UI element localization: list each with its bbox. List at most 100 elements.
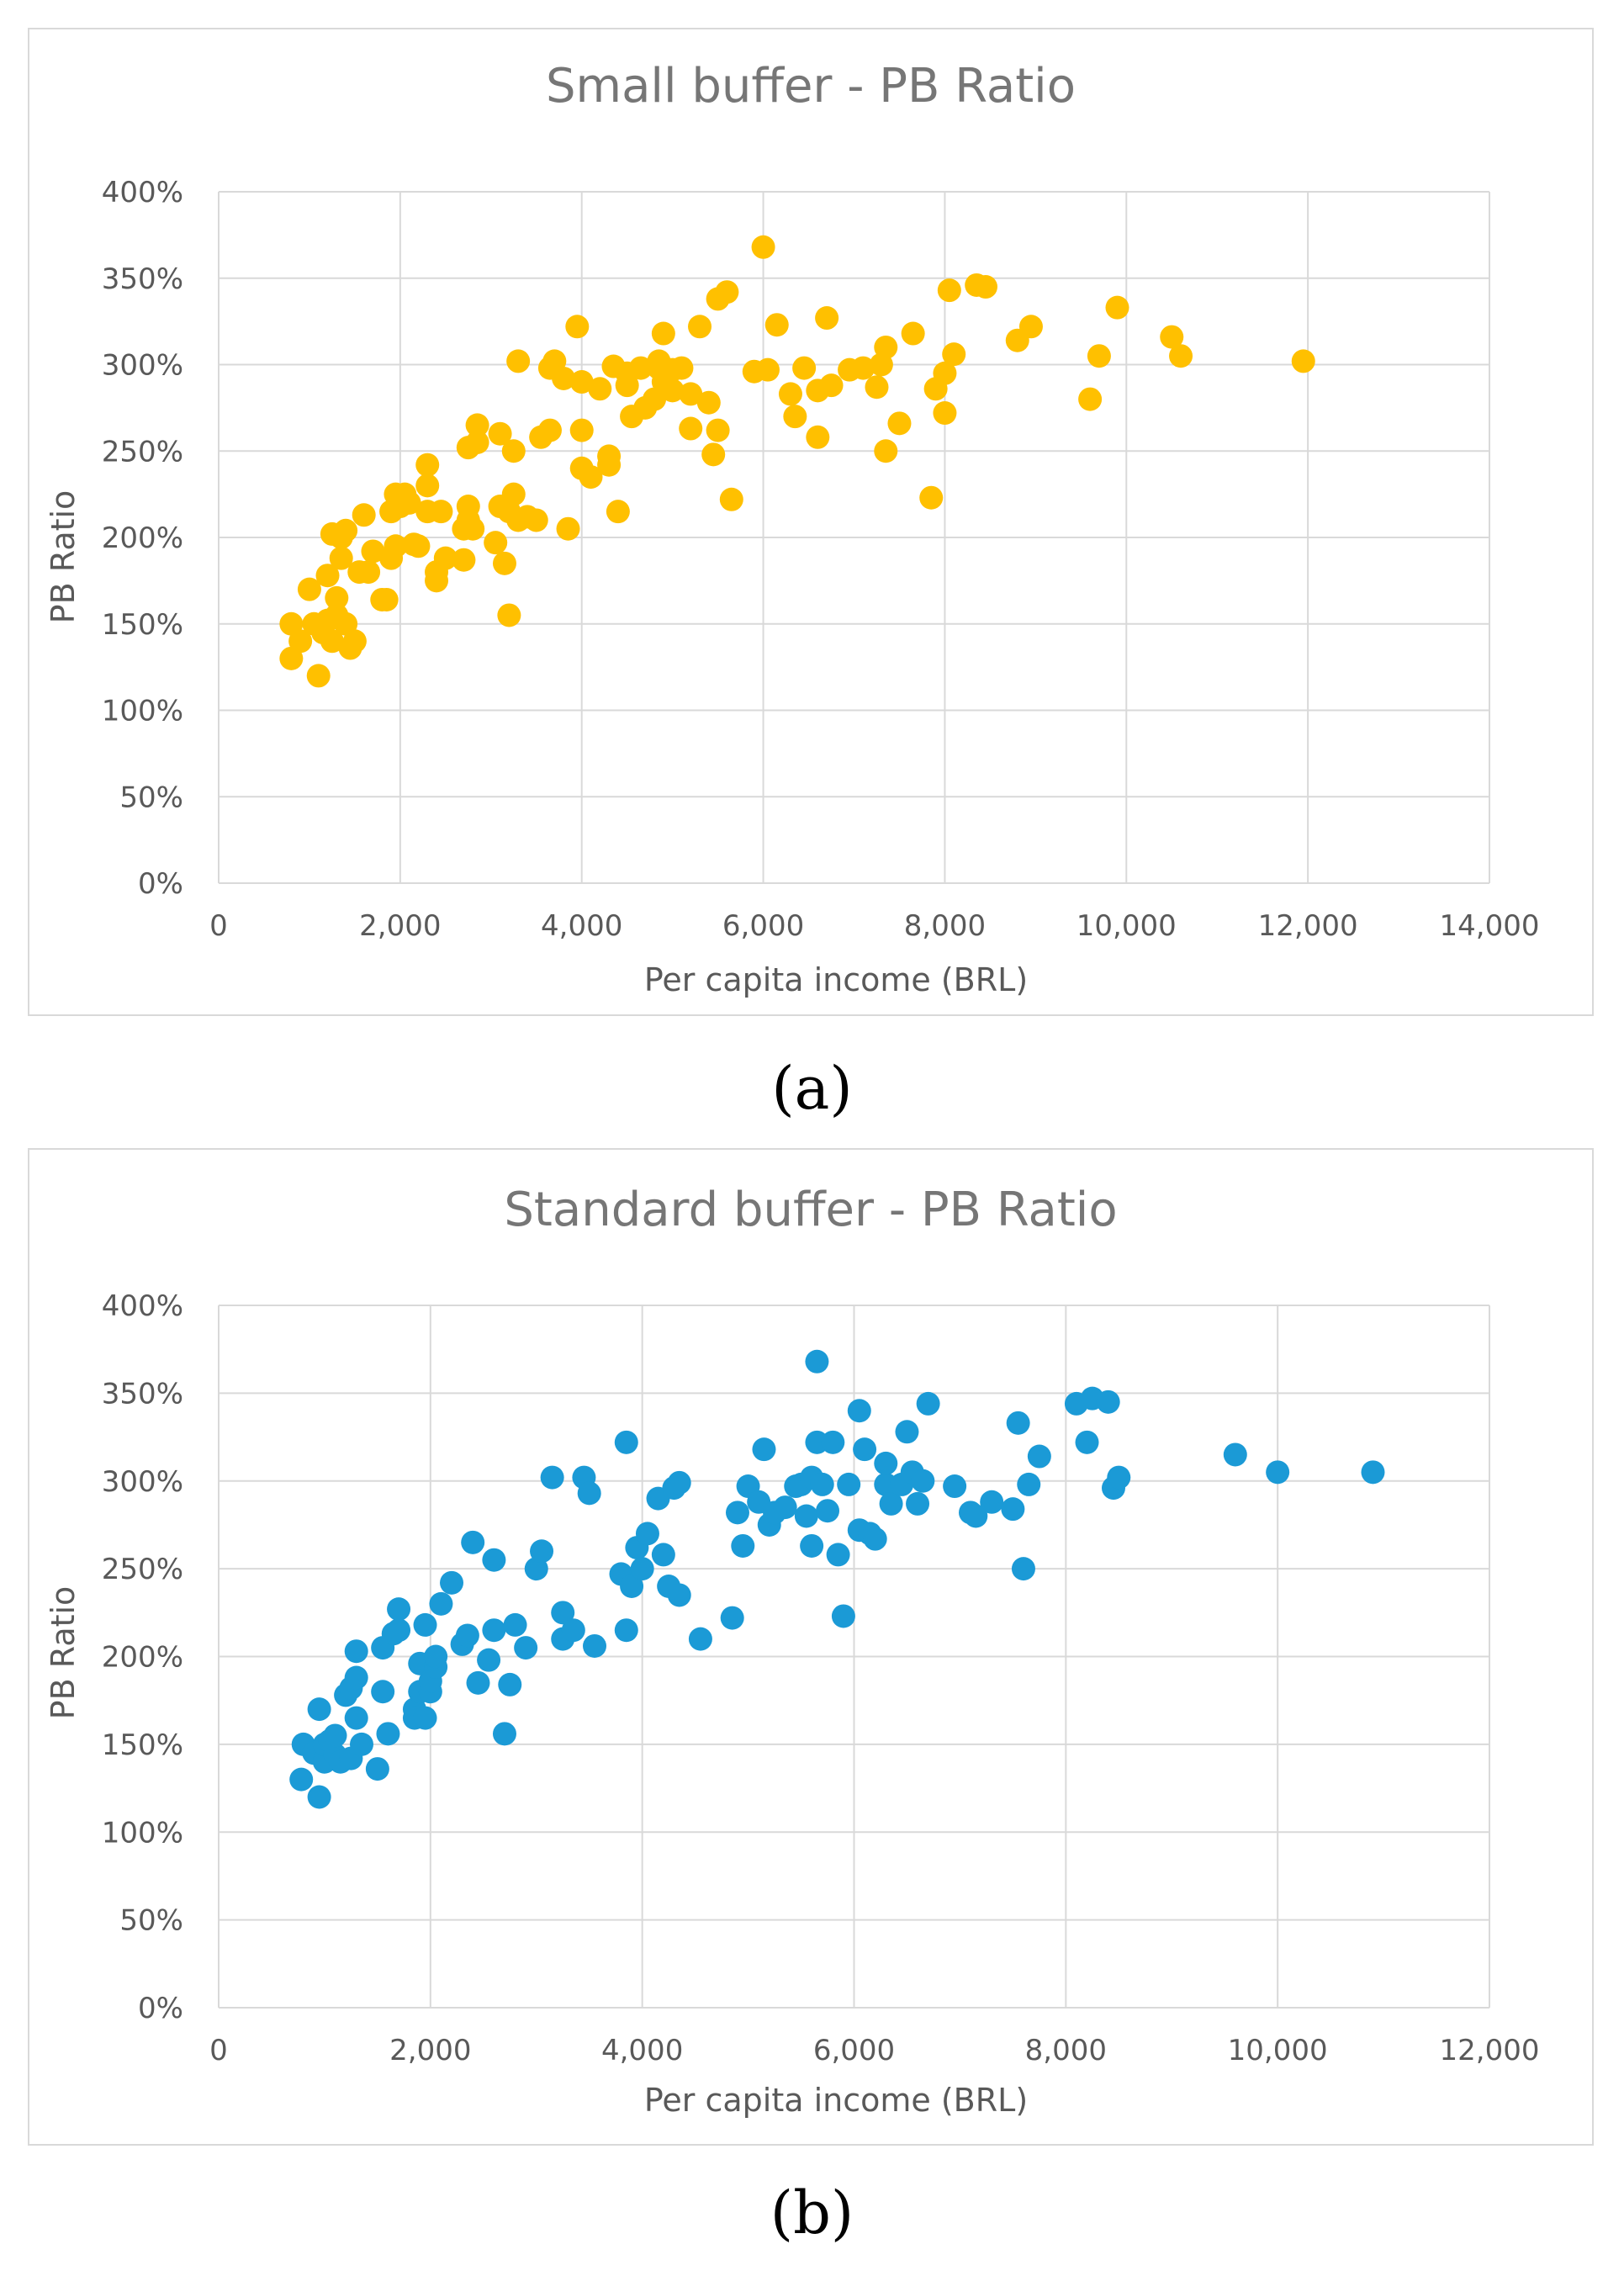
data-point <box>895 1420 919 1444</box>
data-point <box>1105 295 1129 320</box>
data-point <box>973 275 997 299</box>
data-point <box>815 306 839 331</box>
data-point <box>667 1470 691 1495</box>
data-point <box>387 1618 411 1643</box>
data-point <box>826 1543 850 1567</box>
y-tick-label: 400% <box>102 1289 183 1323</box>
data-point <box>352 503 376 527</box>
data-point <box>429 500 453 524</box>
data-point <box>279 646 304 670</box>
data-point <box>297 577 321 601</box>
data-point <box>376 1722 400 1746</box>
data-point <box>1087 344 1111 368</box>
data-point <box>371 1680 395 1704</box>
data-point <box>501 439 526 463</box>
data-point <box>455 1623 479 1648</box>
data-point <box>1266 1460 1290 1485</box>
x-tick-labels: 0 2,000 4,000 6,000 8,000 10,000 12,000 14,000 <box>209 909 1539 943</box>
data-point <box>837 1472 861 1496</box>
data-point <box>365 1757 389 1781</box>
data-point <box>1169 344 1193 368</box>
x-tick-label: 12,000 <box>1258 909 1358 943</box>
data-point <box>679 382 703 406</box>
data-point <box>456 495 480 519</box>
data-point <box>1018 315 1043 339</box>
data-point <box>597 444 622 468</box>
chart-panel-a: Small buffer - PB Ratio 0% 50% 100% 150% 200… <box>28 28 1594 1016</box>
data-point <box>879 1491 903 1516</box>
data-point <box>847 1399 871 1423</box>
y-tick-label: 100% <box>102 695 183 728</box>
data-point <box>503 1612 527 1637</box>
data-point <box>488 421 512 446</box>
data-point <box>465 430 489 454</box>
data-point <box>1361 1460 1385 1485</box>
scatter-chart-a: Small buffer - PB Ratio 0% 50% 100% 150% 200… <box>45 59 1539 998</box>
data-points <box>289 1349 1385 1809</box>
data-point <box>933 401 957 426</box>
x-tick-label: 0 <box>209 909 228 943</box>
data-point <box>357 560 381 585</box>
data-point <box>506 349 531 373</box>
data-point <box>349 1732 373 1756</box>
data-point <box>482 1548 506 1572</box>
data-point <box>635 1522 659 1546</box>
data-point <box>320 629 344 654</box>
data-point <box>980 1490 1004 1514</box>
data-point <box>415 453 440 477</box>
data-point <box>805 1349 829 1374</box>
data-point <box>344 1706 368 1730</box>
data-point <box>630 1557 654 1581</box>
y-tick-label: 350% <box>102 262 183 296</box>
data-point <box>821 1430 845 1454</box>
data-point <box>1001 1497 1025 1522</box>
x-axis-title: Per capita income (BRL) <box>644 2082 1028 2119</box>
data-point <box>706 418 730 442</box>
y-tick-label: 100% <box>102 1816 183 1850</box>
data-point <box>688 315 712 339</box>
data-point <box>874 335 898 359</box>
data-point <box>643 387 667 411</box>
x-tick-label: 4,000 <box>601 2034 683 2067</box>
x-tick-labels: 0 2,000 4,000 6,000 8,000 10,000 12,000 <box>209 2034 1539 2067</box>
x-tick-label: 10,000 <box>1076 909 1177 943</box>
data-point <box>461 516 485 541</box>
chart-title: Small buffer - PB Ratio <box>546 59 1076 114</box>
x-tick-label: 2,000 <box>359 909 441 943</box>
data-point <box>701 442 726 467</box>
data-point <box>530 1539 554 1564</box>
data-point <box>964 1504 988 1528</box>
x-tick-label: 12,000 <box>1440 2034 1540 2067</box>
data-point <box>492 551 516 575</box>
chart-title: Standard buffer - PB Ratio <box>504 1183 1117 1237</box>
y-tick-labels: 0% 50% 100% 150% 200% 250% 300% 350% 400% <box>102 1289 183 2025</box>
data-point <box>751 235 775 259</box>
y-tick-label: 250% <box>102 435 183 468</box>
data-point <box>752 1437 776 1462</box>
y-tick-label: 50% <box>119 781 183 814</box>
data-point <box>933 361 957 385</box>
data-point <box>667 1583 691 1607</box>
caption-a: (a) <box>771 1054 853 1123</box>
data-point <box>569 370 594 394</box>
data-point <box>660 378 685 403</box>
data-point <box>628 356 653 380</box>
data-point <box>524 508 548 532</box>
data-point <box>413 1706 437 1730</box>
data-point <box>482 1618 506 1643</box>
data-point <box>325 585 349 610</box>
x-tick-label: 8,000 <box>904 909 986 943</box>
data-point <box>1160 325 1184 349</box>
data-point <box>819 373 844 398</box>
data-point <box>688 1627 712 1651</box>
data-point <box>1223 1442 1247 1467</box>
data-point <box>1006 1411 1030 1435</box>
data-point <box>942 342 966 367</box>
data-point <box>306 664 331 688</box>
data-point <box>865 375 889 400</box>
y-axis-title: PB Ratio <box>45 1586 82 1720</box>
data-point <box>501 482 526 506</box>
x-tick-label: 6,000 <box>813 2034 895 2067</box>
data-point <box>307 1697 331 1722</box>
data-point <box>315 564 340 588</box>
